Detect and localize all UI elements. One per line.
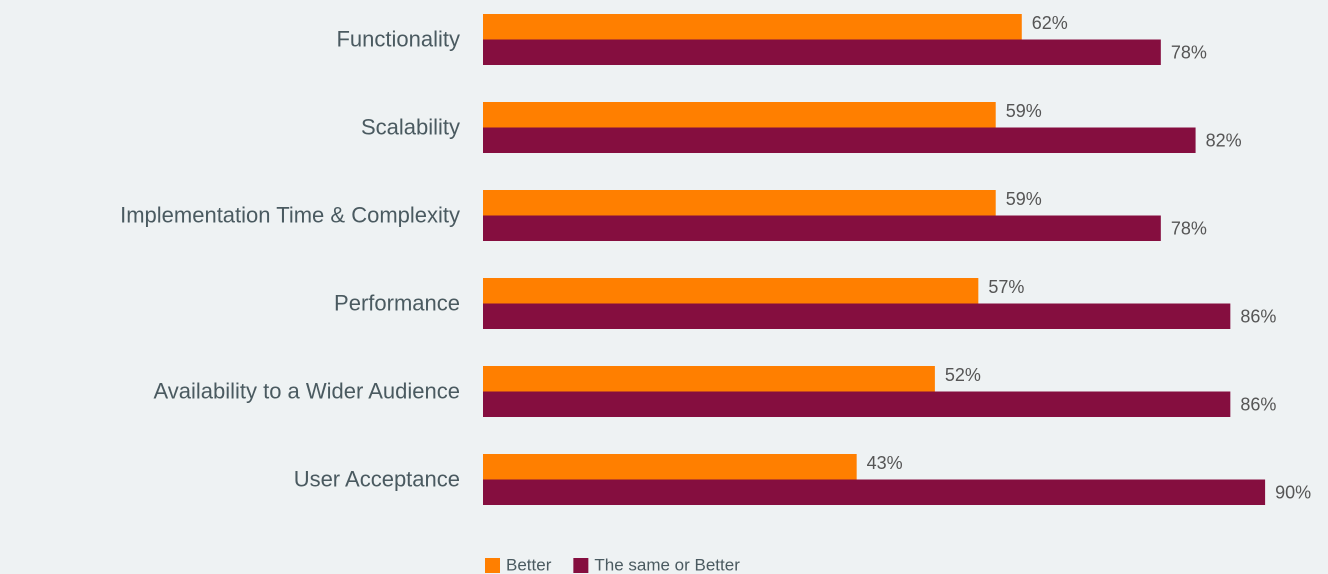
bar [483,39,1161,65]
bar [483,303,1231,329]
bar [483,215,1161,241]
bar [483,190,996,216]
legend-label: Better [506,555,552,574]
value-label: 57% [988,277,1024,297]
value-label: 59% [1006,101,1042,121]
value-label: 59% [1006,189,1042,209]
legend-swatch [485,558,500,573]
value-label: 86% [1240,394,1276,414]
bar [483,127,1196,153]
category-label: Scalability [361,114,460,139]
value-label: 52% [945,365,981,385]
category-label: Availability to a Wider Audience [153,378,460,403]
value-label: 78% [1171,42,1207,62]
value-label: 90% [1275,482,1311,502]
bar [483,278,979,304]
category-label: Functionality [336,26,460,51]
bar [483,102,996,128]
value-label: 78% [1171,218,1207,238]
value-label: 86% [1240,306,1276,326]
category-label: User Acceptance [294,466,460,491]
category-label: Performance [334,290,460,315]
bar [483,479,1266,505]
bar [483,454,857,480]
category-label: Implementation Time & Complexity [120,202,460,227]
bar [483,391,1231,417]
value-label: 62% [1032,13,1068,33]
bar [483,366,935,392]
legend-swatch [573,558,589,573]
value-label: 43% [867,453,903,473]
bar [483,14,1022,40]
value-label: 82% [1206,130,1242,150]
legend-label: The same or Better [594,555,740,574]
